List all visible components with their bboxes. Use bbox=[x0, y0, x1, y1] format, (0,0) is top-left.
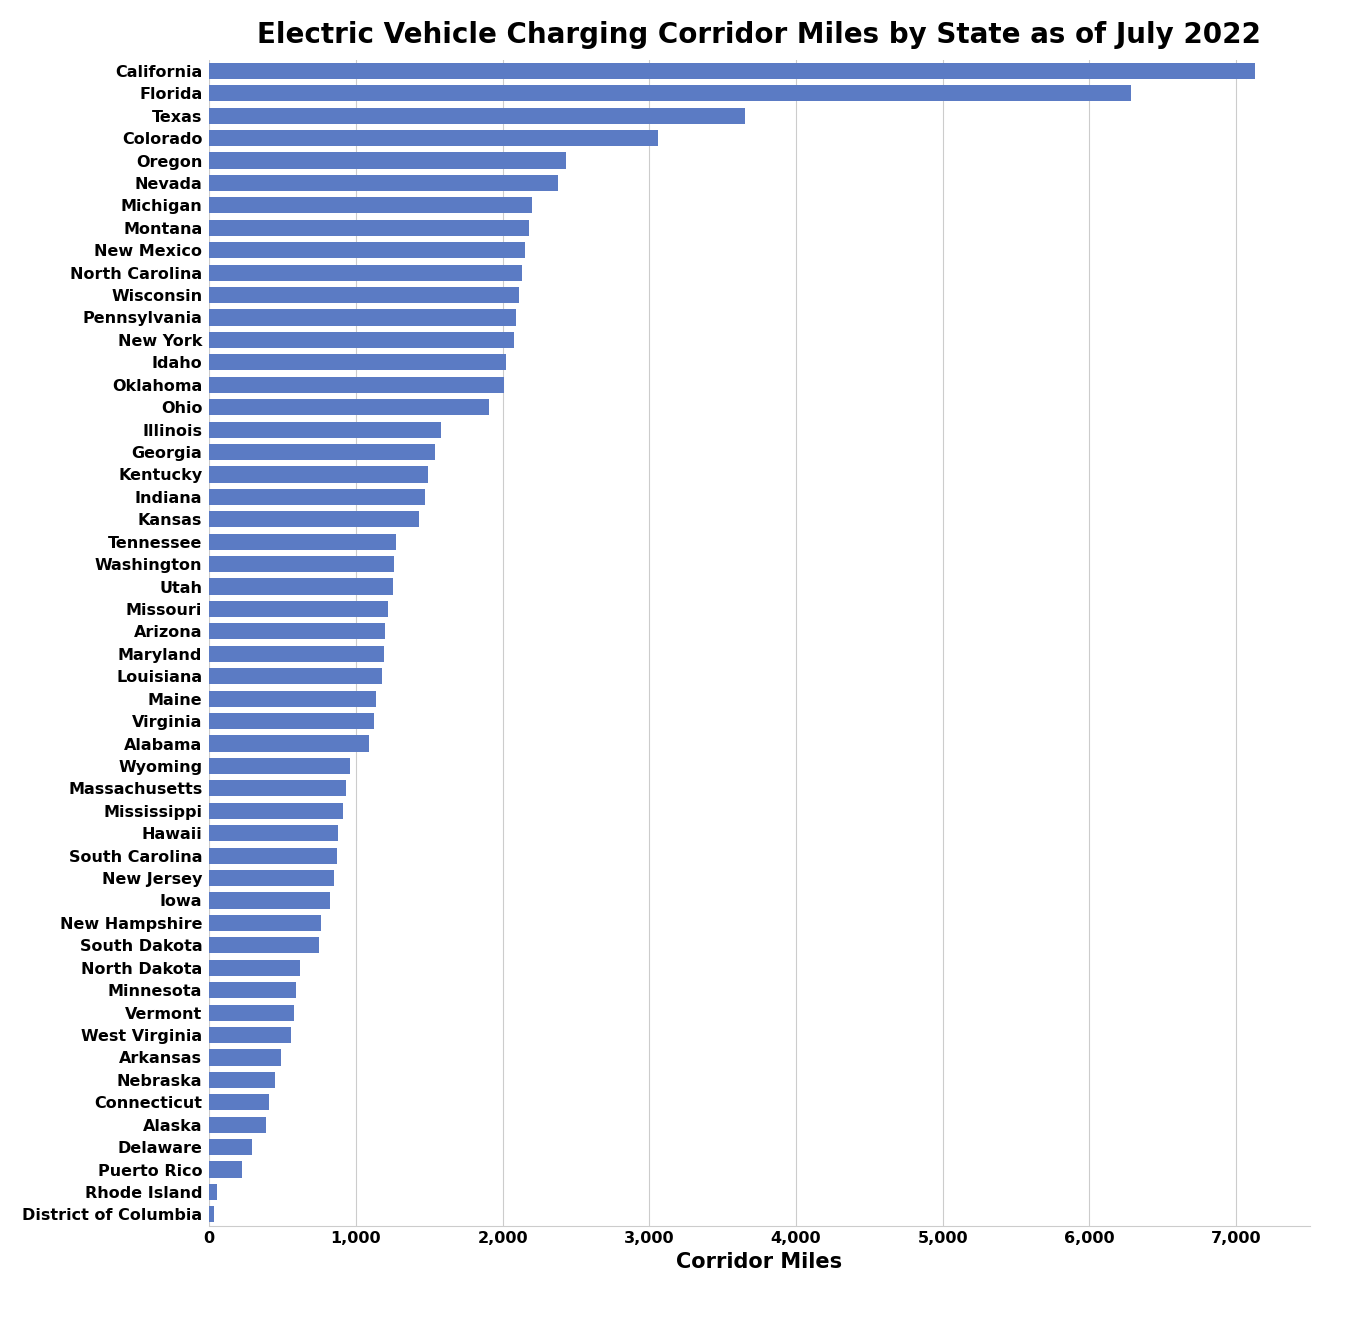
Bar bbox=[209, 1049, 281, 1065]
Bar bbox=[209, 1206, 213, 1223]
Bar bbox=[209, 579, 393, 595]
Bar bbox=[209, 914, 321, 931]
Bar bbox=[209, 399, 490, 415]
Bar bbox=[209, 780, 346, 796]
Bar bbox=[209, 959, 300, 975]
Bar bbox=[209, 758, 350, 774]
Bar bbox=[209, 803, 343, 819]
Title: Electric Vehicle Charging Corridor Miles by State as of July 2022: Electric Vehicle Charging Corridor Miles… bbox=[258, 21, 1261, 49]
Bar bbox=[209, 735, 369, 751]
Bar bbox=[209, 444, 435, 460]
X-axis label: Corridor Miles: Corridor Miles bbox=[676, 1252, 842, 1272]
Bar bbox=[209, 310, 516, 326]
Bar bbox=[209, 602, 389, 617]
Bar bbox=[209, 130, 659, 146]
Bar bbox=[209, 848, 338, 864]
Bar bbox=[209, 265, 521, 281]
Bar bbox=[209, 825, 339, 841]
Bar bbox=[209, 1027, 292, 1043]
Bar bbox=[209, 152, 566, 168]
Bar bbox=[209, 623, 385, 640]
Bar bbox=[209, 220, 529, 236]
Bar bbox=[209, 893, 329, 909]
Bar bbox=[209, 690, 377, 706]
Bar bbox=[209, 489, 425, 505]
Bar bbox=[209, 421, 441, 437]
Bar bbox=[209, 354, 506, 371]
Bar bbox=[209, 511, 418, 527]
Bar bbox=[209, 937, 319, 954]
Bar bbox=[209, 668, 382, 684]
Bar bbox=[209, 107, 745, 123]
Bar bbox=[209, 1072, 275, 1088]
Bar bbox=[209, 85, 1130, 101]
Bar bbox=[209, 197, 532, 213]
Bar bbox=[209, 288, 518, 303]
Bar bbox=[209, 871, 333, 886]
Bar bbox=[209, 1117, 266, 1133]
Bar bbox=[209, 556, 394, 572]
Bar bbox=[209, 713, 374, 729]
Bar bbox=[209, 376, 504, 392]
Bar bbox=[209, 982, 296, 998]
Bar bbox=[209, 242, 525, 258]
Bar bbox=[209, 1185, 216, 1200]
Bar bbox=[209, 62, 1256, 80]
Bar bbox=[209, 1004, 294, 1020]
Bar bbox=[209, 1140, 252, 1155]
Bar bbox=[209, 175, 559, 191]
Bar bbox=[209, 331, 514, 348]
Bar bbox=[209, 1094, 270, 1110]
Bar bbox=[209, 645, 383, 662]
Bar bbox=[209, 1162, 242, 1178]
Bar bbox=[209, 466, 428, 482]
Bar bbox=[209, 534, 396, 550]
